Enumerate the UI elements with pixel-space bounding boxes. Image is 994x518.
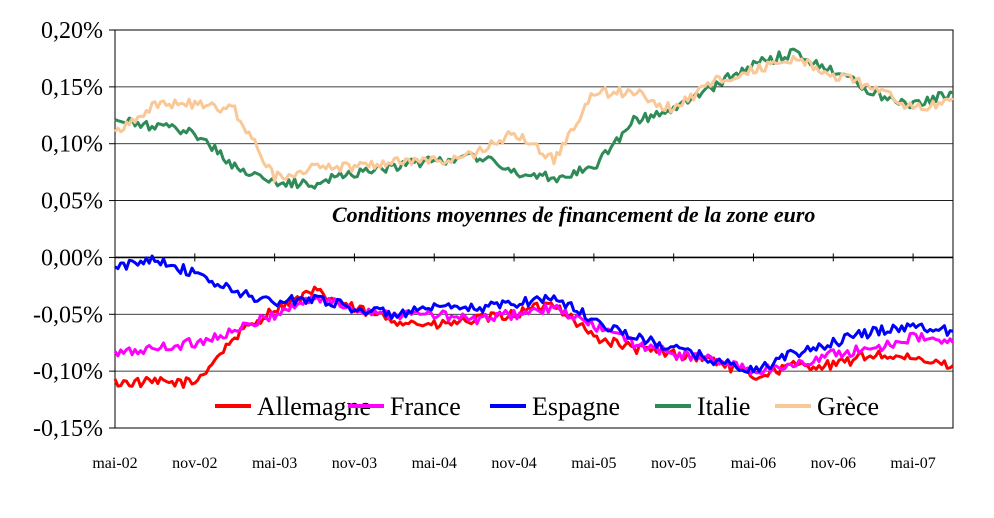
x-tick-label: mai-06 xyxy=(731,455,776,472)
x-tick-label: mai-05 xyxy=(571,455,616,472)
legend-label: Espagne xyxy=(532,392,620,421)
series-line-2 xyxy=(113,294,955,376)
y-tick-label: 0,00% xyxy=(41,245,103,271)
y-tick-label: -0,10% xyxy=(33,359,103,385)
legend-label: Italie xyxy=(697,392,750,421)
y-tick-label: 0,20% xyxy=(41,18,103,44)
legend-label: France xyxy=(390,392,461,421)
y-tick-label: 0,05% xyxy=(41,189,103,215)
series-lines xyxy=(113,47,955,389)
x-tick-label: mai-07 xyxy=(890,455,935,472)
x-tick-label: nov-04 xyxy=(491,455,536,472)
chart-annotation: Conditions moyennes de financement de la… xyxy=(332,202,815,227)
y-tick-label: 0,15% xyxy=(41,75,103,101)
plot-background xyxy=(114,29,954,429)
y-tick-label: 0,10% xyxy=(41,132,103,158)
y-axis-ticks: 0,20% 0,15% 0,10% 0,05% 0,00% -0,05% -0,10% -0,… xyxy=(33,18,115,442)
x-tick-label: mai-02 xyxy=(92,455,137,472)
x-tick-label: nov-02 xyxy=(172,455,217,472)
x-axis-ticks: mai-02 nov-02 mai-03 nov-03 mai-04 nov-04 mai-… xyxy=(92,253,936,472)
y-tick-label: -0,15% xyxy=(33,416,103,442)
x-tick-label: nov-05 xyxy=(651,455,696,472)
x-tick-label: nov-06 xyxy=(811,455,856,472)
x-tick-label: nov-03 xyxy=(332,455,377,472)
y-tick-label: -0,05% xyxy=(33,302,103,328)
legend-label: Grèce xyxy=(817,392,879,421)
x-tick-label: mai-03 xyxy=(252,455,297,472)
series-line-5 xyxy=(113,54,954,183)
series-line-3 xyxy=(114,254,954,374)
x-tick-label: mai-04 xyxy=(412,455,457,472)
series-line-4 xyxy=(114,47,954,190)
legend: Allemagne France Espagne Italie Grèce xyxy=(215,392,879,421)
